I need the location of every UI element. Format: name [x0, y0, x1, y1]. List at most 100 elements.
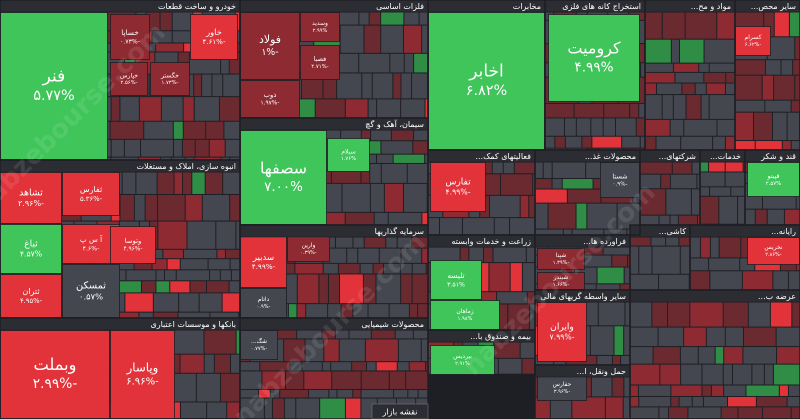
tile-filler [645, 63, 673, 72]
tile-filler [630, 103, 639, 118]
stock-change: -۲.۹۶% [18, 199, 44, 208]
tile-filler [690, 302, 723, 327]
tile-filler [368, 304, 389, 318]
tile-filler [187, 221, 216, 249]
tile-filler [755, 209, 767, 225]
tile-filler [412, 274, 428, 304]
tile-filler [767, 209, 784, 225]
stock-name: وسدید [312, 20, 328, 27]
tile-filler [639, 246, 652, 274]
tile-filler [328, 274, 340, 304]
stock-change: -۲.۹۹% [33, 376, 78, 392]
tile-filler [220, 373, 240, 402]
button-bg[interactable] [371, 403, 429, 419]
tile-filler [272, 398, 284, 419]
stock-tile [110, 14, 150, 60]
tile-filler [645, 119, 670, 136]
tile-filler [520, 342, 535, 358]
stock-change: ۱.۹۸% [458, 316, 473, 322]
tile-filler [185, 157, 194, 160]
tile-filler [623, 397, 630, 419]
tile-filler [690, 258, 709, 271]
tile-filler [548, 203, 576, 229]
map-button[interactable]: نقشه بازار [371, 403, 429, 419]
tile-filler [562, 179, 593, 189]
tile-filler [280, 389, 309, 398]
tile-filler [236, 330, 240, 354]
stock-name: آ س پ [80, 234, 103, 244]
sector-title: رایانه... [771, 227, 796, 236]
sector-title: فراورده ها... [583, 237, 626, 246]
tile-filler [353, 237, 364, 248]
tile-filler [172, 12, 193, 31]
tile-filler [124, 139, 141, 157]
tile-filler [725, 172, 745, 187]
tile-filler [545, 136, 555, 148]
tile-filler [335, 237, 353, 248]
tile-filler [422, 212, 428, 225]
tile-filler [753, 112, 772, 141]
stock-change: -۲.۵۶% [120, 80, 137, 86]
tile-filler [349, 330, 371, 339]
tile-filler [774, 75, 795, 100]
stock-tile [190, 14, 238, 60]
tile-filler [680, 246, 690, 274]
tile-filler [645, 136, 656, 150]
tile-filler [591, 377, 612, 397]
tile-filler [774, 12, 789, 37]
tile-filler [401, 73, 412, 99]
tile-filler [179, 293, 199, 312]
tile-filler [406, 371, 428, 389]
tile-filler [120, 194, 134, 221]
tile-filler [621, 355, 630, 365]
tile-filler [638, 385, 671, 396]
tile-filler [770, 302, 792, 327]
tile-filler [199, 293, 222, 312]
tile-filler [762, 75, 774, 100]
tile-filler [492, 162, 503, 174]
tile-filler [662, 95, 673, 119]
tile-filler [764, 12, 774, 37]
tile-filler [426, 362, 428, 371]
tile-filler [363, 274, 376, 304]
tile-filler [230, 157, 240, 160]
tile-filler [323, 263, 338, 274]
tile-filler [164, 270, 176, 281]
tile-filler [690, 271, 710, 290]
tile-filler [567, 189, 601, 203]
tile-filler [645, 83, 656, 95]
tile-filler [340, 25, 364, 53]
stock-change: -۴.۶۱% [203, 37, 226, 46]
tile-filler [791, 407, 800, 419]
sector-title: انبوه سازی، املاک و مستغلات [136, 162, 236, 171]
tile-filler [360, 263, 373, 274]
tile-filler [391, 130, 414, 141]
stock-tile [537, 248, 585, 270]
tile-filler [795, 75, 800, 100]
tile-filler [703, 396, 728, 407]
tile-filler [710, 187, 731, 196]
tile-filler [483, 162, 492, 174]
stock-name: کرومیت [567, 39, 621, 59]
tile-filler [205, 172, 223, 194]
tile-filler [384, 183, 403, 212]
tile-filler [353, 304, 368, 318]
tile-filler [612, 355, 621, 365]
tile-filler [666, 237, 679, 246]
button-label[interactable]: نقشه بازار [382, 408, 418, 417]
sector-title: فعالیتهای کمک... [475, 152, 531, 161]
stock-tile [0, 172, 62, 224]
tile-filler [590, 326, 614, 355]
tile-filler [158, 221, 187, 249]
tile-filler [153, 293, 179, 312]
tile-filler [229, 52, 240, 74]
tile-filler [125, 293, 153, 312]
sector-title: مواد و مح... [691, 2, 731, 11]
tile-filler [671, 39, 679, 63]
stock-tile [300, 12, 340, 42]
tile-filler [222, 293, 240, 312]
tile-filler [144, 121, 173, 139]
tile-filler [630, 364, 660, 385]
sector-title: سیمان، آهک و گچ [365, 119, 424, 129]
